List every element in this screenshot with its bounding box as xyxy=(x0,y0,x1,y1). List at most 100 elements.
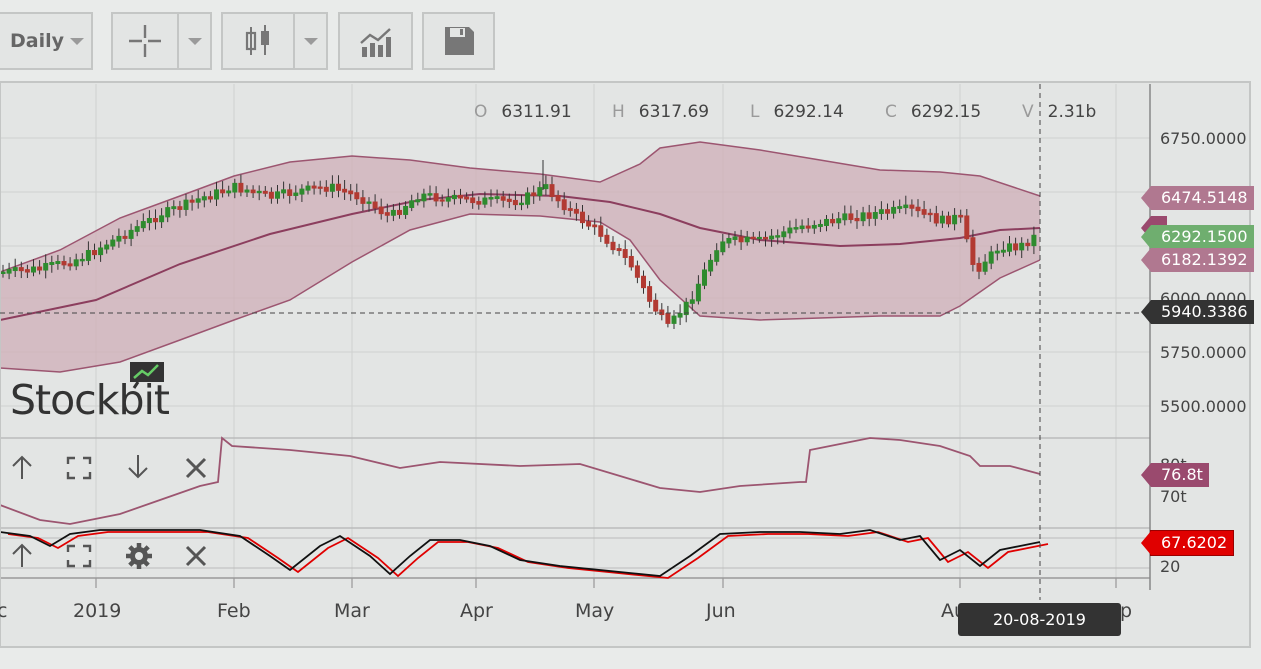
chart-frame xyxy=(0,81,1251,648)
time-tick: c xyxy=(0,600,8,622)
floppy-disk-icon xyxy=(444,27,474,55)
volume-ma-line xyxy=(0,436,1041,525)
candle xyxy=(1013,243,1019,251)
candle xyxy=(360,197,366,204)
chevron-down-icon xyxy=(70,37,85,45)
candle xyxy=(238,182,244,193)
save-button[interactable] xyxy=(422,12,495,70)
indicators-button[interactable] xyxy=(338,12,413,70)
crosshair-options-button[interactable] xyxy=(177,12,212,70)
candle xyxy=(177,206,183,210)
candle xyxy=(616,248,622,252)
candle xyxy=(1000,249,1006,253)
candle xyxy=(708,259,714,272)
candle xyxy=(378,206,384,215)
candle xyxy=(885,209,890,214)
candle xyxy=(872,212,878,219)
candle xyxy=(37,266,43,271)
candle xyxy=(598,225,604,237)
candle xyxy=(537,187,543,197)
candle xyxy=(256,190,262,194)
candle xyxy=(165,207,171,218)
candle xyxy=(336,183,341,191)
candle xyxy=(445,197,451,202)
candle xyxy=(500,196,506,201)
candle xyxy=(915,206,921,212)
candle xyxy=(604,234,610,244)
lower-band-tag: 6182.1392 xyxy=(1141,248,1254,272)
pane-move-down-button[interactable] xyxy=(124,453,152,487)
close-value: 6292.15 xyxy=(910,102,982,122)
chart-type-button[interactable] xyxy=(221,12,295,70)
candle xyxy=(866,212,872,219)
arrow-up-icon xyxy=(12,543,32,567)
osc-pane-move-up-button[interactable] xyxy=(8,541,36,575)
candle xyxy=(793,227,799,230)
crosshair-date-tag: 20-08-2019 xyxy=(958,603,1121,636)
bollinger-lower-line xyxy=(0,213,1041,373)
osc-pane-close-button[interactable] xyxy=(183,543,209,575)
osc-pane-expand-button[interactable] xyxy=(65,543,93,575)
candle xyxy=(610,241,616,251)
volume-tick: 70t xyxy=(1160,487,1187,506)
candle xyxy=(403,205,409,215)
candle xyxy=(268,191,274,199)
candle xyxy=(946,215,951,225)
candle xyxy=(67,263,73,267)
candle xyxy=(659,309,665,316)
candle xyxy=(830,218,836,224)
candle xyxy=(525,192,531,205)
candle xyxy=(1031,234,1037,247)
candle xyxy=(458,194,463,199)
candle xyxy=(232,182,238,193)
candle xyxy=(299,188,305,195)
candle xyxy=(110,239,116,247)
volume-tag: 76.8t xyxy=(1141,463,1209,487)
chart-type-options-button[interactable] xyxy=(293,12,328,70)
time-tick: 2019 xyxy=(73,600,122,622)
candle xyxy=(433,193,439,202)
candle xyxy=(549,184,555,198)
chevron-down-icon xyxy=(187,37,202,45)
candle xyxy=(329,183,335,192)
open-value: 6311.91 xyxy=(501,102,572,122)
osc-main-line xyxy=(0,529,1041,577)
candle xyxy=(897,206,903,209)
last-price-tag: 6292.1500 xyxy=(1141,225,1254,249)
candle xyxy=(738,236,744,243)
candle xyxy=(952,214,958,225)
candle xyxy=(903,204,909,209)
time-tick: Jun xyxy=(706,600,736,622)
crosshair-button[interactable] xyxy=(111,12,179,70)
candle xyxy=(214,189,219,200)
pane-move-up-button[interactable] xyxy=(8,453,36,487)
candle xyxy=(226,190,232,194)
candle xyxy=(201,196,207,201)
candle xyxy=(647,286,653,302)
candle xyxy=(555,195,561,202)
candle xyxy=(24,269,30,273)
candle xyxy=(439,199,445,202)
candle xyxy=(372,201,378,209)
ohlc-c: C 6292.15 xyxy=(885,102,982,122)
candle xyxy=(61,261,67,266)
pane-close-button[interactable] xyxy=(183,455,209,487)
pane-expand-button[interactable] xyxy=(65,455,93,487)
ohlc-l: L 6292.14 xyxy=(750,102,844,122)
candle xyxy=(799,225,805,230)
candle xyxy=(567,208,573,211)
candle xyxy=(146,217,152,224)
crosshair-price-tag: 5940.3386 xyxy=(1141,300,1254,324)
candle xyxy=(293,192,299,196)
ohlc-v: V 2.31b xyxy=(1022,102,1097,122)
candle xyxy=(836,218,842,224)
candle xyxy=(134,226,140,232)
osc-pane-settings-button[interactable] xyxy=(124,541,154,577)
candle xyxy=(860,212,866,222)
interval-dropdown[interactable]: Daily xyxy=(0,12,93,70)
ohlc-o: O 6311.91 xyxy=(474,102,572,122)
volume-value: 2.31b xyxy=(1047,102,1097,122)
bollinger-upper-line xyxy=(0,141,1041,273)
candle xyxy=(811,224,817,229)
